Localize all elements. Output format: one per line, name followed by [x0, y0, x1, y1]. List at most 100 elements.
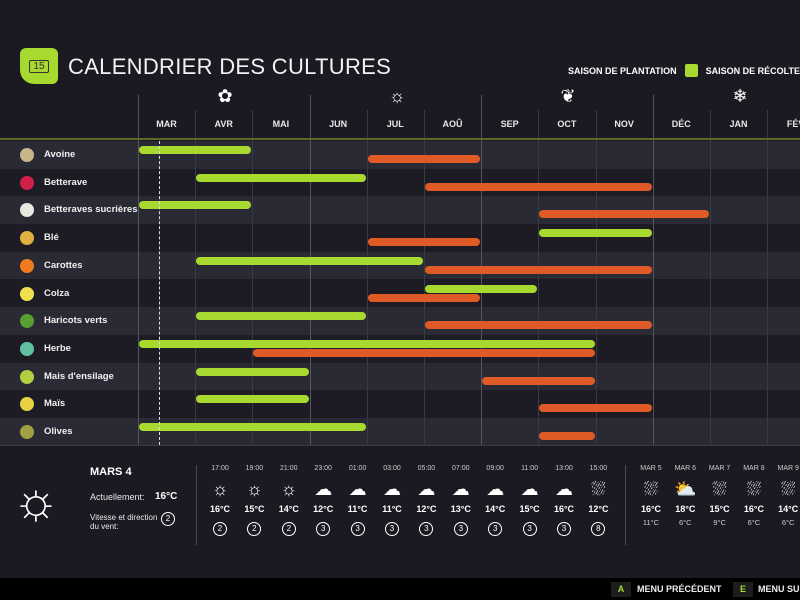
crop-name: Olives	[44, 426, 73, 437]
crop-row[interactable]: Betterave	[0, 168, 800, 197]
month-divider	[195, 110, 197, 445]
month-divider	[424, 110, 425, 445]
crop-row[interactable]: Colza	[0, 279, 800, 308]
footer-bar	[0, 578, 800, 600]
crop-row[interactable]: Olives	[0, 418, 800, 446]
daily-slot: MAR 9 ⛆ 14°C 6°C	[771, 465, 800, 527]
legend-planting-label: SAISON DE PLANTATION	[567, 65, 677, 76]
hail-icon: ⛆	[780, 479, 796, 499]
harvest-bar	[253, 348, 595, 357]
hourly-slot: 15:00 ⛆ 12°C 8	[581, 465, 615, 536]
month-label: JAN	[729, 119, 748, 129]
daily-slot: MAR 7 ⛆ 15°C 9°C	[703, 465, 737, 527]
month-divider	[538, 110, 540, 445]
wind-indicator: 3	[385, 522, 399, 536]
planting-bar	[196, 173, 366, 182]
wind-indicator: 2	[247, 522, 262, 536]
crop-name: Mais d'ensilage	[44, 370, 114, 382]
day-high: 15°C	[709, 504, 730, 514]
hail-icon: ⛆	[643, 479, 659, 499]
daily-slot: MAR 8 ⛆ 16°C 6°C	[737, 465, 771, 527]
wind-indicator: 2	[281, 522, 296, 536]
prev-menu-button[interactable]: MENU PRÉCÉDENT	[637, 584, 722, 594]
planting-bar	[196, 312, 366, 321]
day-low: 6°C	[747, 518, 761, 527]
day-low: 6°C	[679, 518, 692, 527]
month-label: SEP	[500, 119, 519, 129]
daily-slot: MAR 5 ⛆ 16°C 11°C	[634, 465, 668, 527]
hour-label: 03:00	[383, 465, 401, 472]
sun-icon: ☼	[388, 86, 406, 106]
sun-icon: ☼	[246, 479, 263, 499]
next-menu-button[interactable]: MENU SUIVANT	[758, 584, 800, 594]
day-low: 9°C	[713, 518, 726, 527]
legend-harvest-label: SAISON DE RÉCOLTE	[705, 65, 800, 76]
harvest-bar	[367, 155, 481, 163]
day-label: MAR 9	[777, 465, 799, 472]
hour-label: 11:00	[521, 465, 539, 472]
month-divider	[595, 110, 597, 445]
cloud-icon: ☁	[451, 479, 470, 499]
leaves-icon: ❦	[560, 86, 576, 106]
crop-row[interactable]: Mais d'ensilage	[0, 362, 800, 391]
hour-temp: 12°C	[313, 504, 334, 514]
crop-row[interactable]: Carottes	[0, 251, 800, 280]
crop-row[interactable]: Herbe	[0, 334, 800, 363]
wind-indicator: 3	[488, 522, 503, 536]
sun-icon: ☼	[280, 479, 298, 499]
hour-label: 17:00	[211, 465, 229, 472]
hour-label: 07:00	[452, 465, 470, 472]
harvest-bar	[425, 182, 652, 191]
hour-temp: 11°C	[382, 504, 402, 514]
month-label: OCT	[557, 119, 577, 129]
month-divider	[252, 110, 254, 445]
divider	[625, 465, 626, 545]
daily-slot: MAR 6 ⛅ 18°C 6°C	[668, 465, 702, 527]
month-label: NOV	[614, 119, 634, 129]
crop-icon	[20, 286, 34, 301]
current-temp: 16°C	[155, 491, 178, 502]
crop-name: Betterave	[44, 176, 88, 188]
hourly-slot: 23:00 ☁ 12°C 3	[306, 465, 340, 536]
hour-temp: 14°C	[278, 504, 299, 514]
hail-icon: ⛆	[746, 479, 762, 499]
cloud-icon: ☁	[555, 479, 573, 499]
planting-bar	[539, 229, 652, 238]
crop-row[interactable]: Haricots verts	[0, 307, 800, 335]
hour-temp: 16°C	[553, 504, 575, 514]
crop-icon	[20, 314, 34, 329]
page-title: CALENDRIER DES CULTURES	[68, 54, 392, 79]
crop-row[interactable]: Betteraves sucrières	[0, 196, 800, 225]
crop-name: Colza	[44, 287, 70, 299]
cloud-icon: ☁	[383, 479, 401, 499]
current-date-marker	[159, 141, 160, 445]
wind-indicator: 2	[213, 522, 227, 536]
crop-name: Haricots verts	[44, 315, 108, 327]
month-label: MAR	[156, 119, 177, 129]
crop-name: Carottes	[44, 259, 83, 271]
prev-menu-key[interactable]: A	[611, 582, 631, 597]
next-menu-key[interactable]: E	[733, 582, 753, 597]
hour-label: 21:00	[280, 465, 298, 472]
month-label: AOÛ	[442, 119, 463, 129]
partly-sunny-icon: ⛅	[674, 479, 697, 499]
hourly-slot: 11:00 ☁ 15°C 3	[513, 465, 547, 536]
crop-icon	[20, 369, 34, 384]
hail-icon: ⛆	[712, 479, 727, 499]
planting-bar	[196, 256, 423, 265]
planting-bar	[196, 395, 309, 404]
hourly-slot: 17:00 ☼ 16°C 2	[203, 465, 237, 536]
planting-bar	[139, 339, 595, 348]
hour-temp: 15°C	[519, 504, 540, 514]
legend-planting-swatch	[684, 64, 698, 77]
crop-icon	[20, 175, 34, 190]
hourly-slot: 01:00 ☁ 11°C 3	[341, 465, 375, 536]
month-divider	[309, 95, 311, 445]
crop-row[interactable]: Maïs	[0, 390, 800, 418]
month-label: DÉC	[671, 119, 691, 129]
planting-bar	[139, 423, 366, 431]
crop-row[interactable]: Avoine	[0, 141, 800, 169]
crop-icon	[20, 397, 34, 412]
wind-label: Vitesse et direction du vent:	[90, 513, 158, 531]
crop-row[interactable]: Blé	[0, 224, 800, 252]
